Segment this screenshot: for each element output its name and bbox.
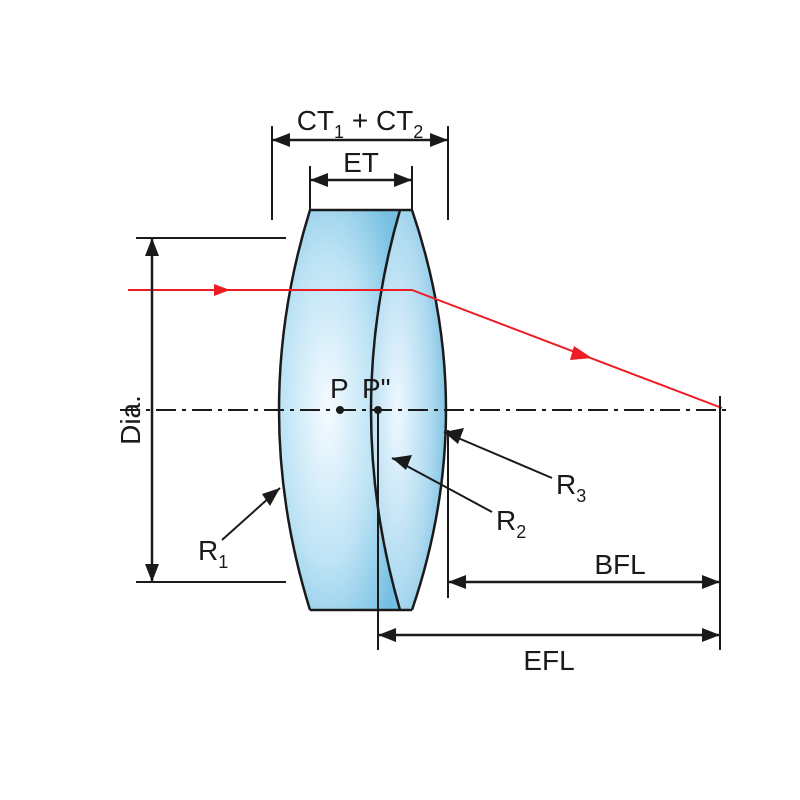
principal-point-p xyxy=(336,406,344,414)
dim-et: ET xyxy=(310,147,412,210)
label-bfl: BFL xyxy=(594,549,645,580)
svg-text:R1: R1 xyxy=(198,535,228,572)
label-p2: P" xyxy=(362,373,391,404)
leader-r1: R1 xyxy=(198,488,280,572)
label-ct: CT1 + CT2 xyxy=(297,105,424,142)
leader-r3: R3 xyxy=(444,428,586,506)
label-p: P xyxy=(330,373,349,404)
label-efl: EFL xyxy=(523,645,574,676)
dim-bfl: BFL xyxy=(448,424,720,650)
label-dia: Dia. xyxy=(115,395,146,445)
label-et: ET xyxy=(343,147,379,178)
principal-point-p2 xyxy=(374,406,382,414)
lens-diagram: P P" CT1 + CT2 ET Dia. R1 xyxy=(0,0,800,800)
svg-text:R3: R3 xyxy=(556,469,586,506)
svg-text:R2: R2 xyxy=(496,505,526,542)
